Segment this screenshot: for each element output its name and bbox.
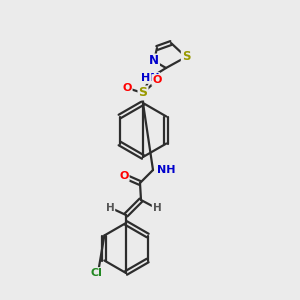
Text: S: S	[182, 50, 190, 64]
Text: S: S	[139, 86, 148, 100]
Text: N: N	[149, 55, 159, 68]
Text: HN: HN	[141, 73, 159, 83]
Text: H: H	[153, 203, 161, 213]
Text: O: O	[122, 83, 132, 93]
Text: O: O	[152, 75, 162, 85]
Text: O: O	[119, 171, 129, 181]
Text: Cl: Cl	[90, 268, 102, 278]
Text: NH: NH	[157, 165, 176, 175]
Text: H: H	[106, 203, 114, 213]
